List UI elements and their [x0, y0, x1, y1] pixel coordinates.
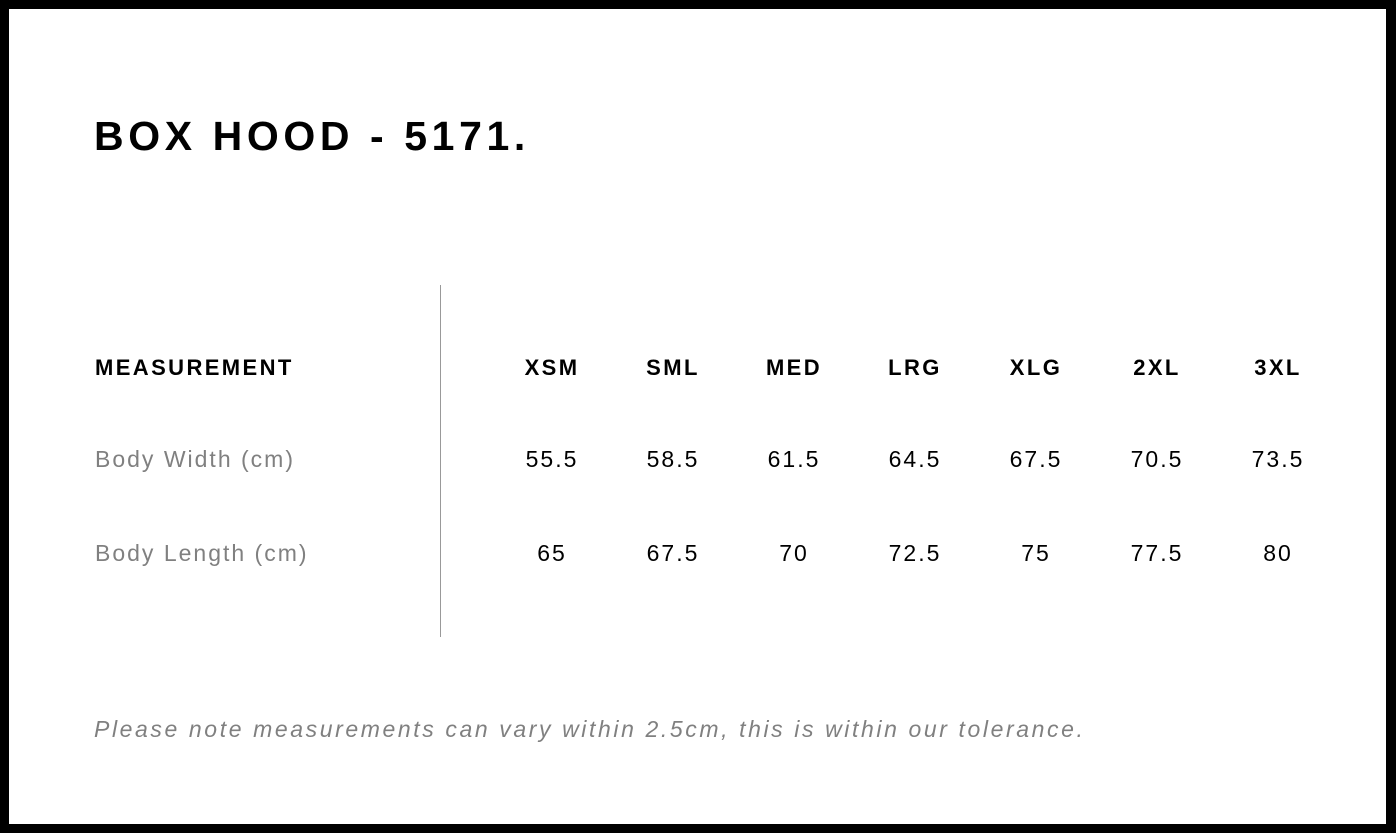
table-cell: 58.5 — [646, 446, 700, 472]
table-cell: 77.5 — [1130, 540, 1184, 566]
column-divider — [440, 285, 441, 637]
size-header: LRG — [888, 355, 942, 380]
table-cell: 67.5 — [646, 540, 700, 566]
size-header: XLG — [1009, 355, 1063, 380]
size-header: 3XL — [1254, 355, 1302, 380]
size-header: MED — [765, 355, 823, 380]
table-cell: 72.5 — [888, 540, 942, 566]
table-cell: 64.5 — [888, 446, 942, 472]
table-cell: 61.5 — [767, 446, 821, 472]
table-cell: 65 — [537, 540, 567, 566]
table-row: Body Width (cm) 55.5 58.5 61.5 64.5 67.5… — [9, 444, 1386, 474]
tolerance-note: Please note measurements can vary within… — [94, 716, 1086, 742]
size-header: XSM — [524, 355, 580, 380]
size-header: SML — [646, 355, 700, 380]
table-cell: 73.5 — [1251, 446, 1305, 472]
table-cell: 67.5 — [1009, 446, 1063, 472]
table-cell: 75 — [1021, 540, 1051, 566]
measurement-header: MEASUREMENT — [95, 355, 294, 380]
size-header: 2XL — [1133, 355, 1181, 380]
row-label: Body Width (cm) — [95, 446, 295, 472]
table-cell: 70 — [779, 540, 809, 566]
row-label: Body Length (cm) — [95, 540, 309, 566]
table-cell: 80 — [1263, 540, 1293, 566]
table-cell: 55.5 — [525, 446, 579, 472]
page-title: BOX HOOD - 5171. — [94, 113, 530, 159]
table-row: Body Length (cm) 65 67.5 70 72.5 75 77.5… — [9, 538, 1386, 568]
size-chart-card: BOX HOOD - 5171. MEASUREMENT XSM SML MED… — [9, 9, 1386, 824]
table-header-row: MEASUREMENT XSM SML MED LRG XLG 2XL 3XL — [9, 353, 1386, 383]
table-cell: 70.5 — [1130, 446, 1184, 472]
